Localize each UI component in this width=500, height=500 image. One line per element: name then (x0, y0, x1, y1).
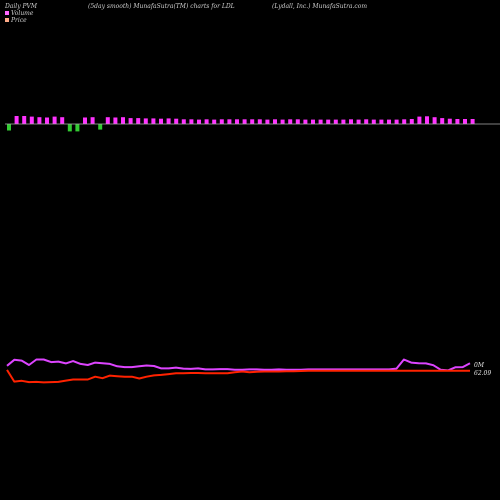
volume-bar (417, 116, 422, 124)
volume-bar (136, 118, 141, 124)
price-line (6, 369, 470, 384)
volume-bar (166, 118, 171, 124)
price-last-label: 62.09 (474, 370, 491, 377)
volume-bar (364, 119, 369, 124)
volume-bar (250, 119, 255, 124)
volume-bar (45, 117, 49, 124)
volume-last-label: 0M (474, 362, 485, 369)
volume-bar (197, 119, 201, 124)
volume-bar (409, 119, 414, 124)
volume-bar (22, 116, 27, 124)
volume-bar (212, 119, 217, 124)
legend-price-label: Price (10, 17, 27, 24)
volume-bar (318, 119, 323, 124)
volume-bar (349, 119, 353, 124)
volume-bar (90, 117, 95, 124)
volume-bar (143, 118, 148, 124)
volume-bar (113, 117, 118, 124)
volume-bar (288, 119, 293, 124)
volume-bar (128, 118, 133, 124)
volume-bar (455, 119, 460, 124)
volume-bar (7, 124, 11, 131)
volume-bar (181, 119, 186, 124)
volume-bar (105, 117, 110, 124)
volume-bar (432, 117, 437, 124)
volume-bar (273, 119, 277, 124)
legend-volume-swatch (5, 11, 9, 15)
volume-bar (242, 119, 247, 124)
volume-bars (7, 116, 475, 132)
volume-bar (447, 118, 452, 124)
volume-bar (52, 116, 57, 124)
volume-bar (204, 119, 209, 124)
volume-bar (14, 116, 19, 124)
volume-bar (387, 119, 391, 124)
volume-bar (333, 119, 338, 124)
volume-bar (227, 119, 232, 124)
volume-bar (83, 117, 87, 124)
volume-bar (98, 124, 103, 130)
volume-bar (257, 119, 262, 124)
volume-bar (341, 119, 346, 124)
legend-price-swatch (5, 18, 9, 22)
chart-title-right: (Lydall, Inc.) MunafaSutra.com (272, 3, 367, 10)
volume-bar (326, 119, 331, 124)
volume-bar (189, 119, 194, 124)
volume-bar (303, 119, 308, 124)
chart-title-left: Daily PVM (4, 3, 38, 10)
volume-bar (67, 124, 72, 132)
volume-bar (463, 119, 467, 124)
volume-bar (470, 119, 475, 124)
volume-bar (371, 119, 376, 124)
volume-bar (121, 117, 125, 124)
volume-bar (151, 118, 156, 124)
volume-bar (394, 119, 399, 124)
volume-bar (29, 116, 34, 124)
volume-bar (440, 118, 445, 124)
volume-bar (379, 119, 384, 124)
volume-bar (60, 117, 65, 124)
volume-line (6, 358, 471, 372)
chart-title-center: (5day smooth) MunafaSutra(TM) charts for… (88, 3, 235, 10)
volume-bar (265, 119, 270, 124)
volume-bar (37, 117, 42, 124)
volume-bar (235, 119, 239, 124)
volume-bar (219, 119, 224, 124)
legend-volume-label: Volume (11, 10, 34, 17)
volume-bar (295, 119, 300, 124)
volume-bar (311, 119, 315, 124)
volume-bar (402, 119, 407, 124)
volume-bar (425, 116, 429, 124)
volume-bar (356, 119, 361, 124)
volume-bar (174, 118, 179, 124)
volume-bar (75, 124, 80, 132)
volume-bar (159, 118, 163, 124)
volume-bar (280, 119, 285, 124)
